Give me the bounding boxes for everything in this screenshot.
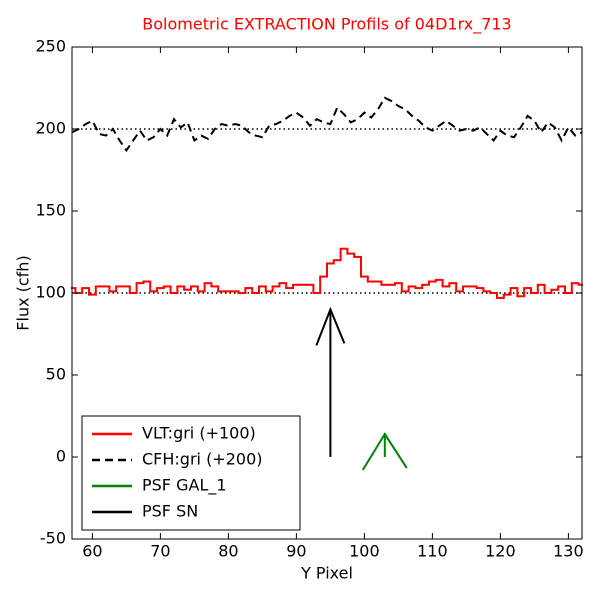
- x-tick-label: 70: [150, 542, 170, 561]
- x-axis-label: Y Pixel: [300, 564, 353, 583]
- x-tick-label: 110: [417, 542, 448, 561]
- y-tick-label: 50: [46, 365, 66, 384]
- y-tick-label: 100: [35, 283, 66, 302]
- y-tick-label: 200: [35, 119, 66, 138]
- arrow-head: [361, 432, 408, 471]
- legend: VLT:gri (+100) CFH:gri (+200) PSF GAL_1 PSF…: [81, 415, 301, 531]
- x-tick-label: 60: [82, 542, 102, 561]
- legend-label: VLT:gri (+100): [142, 424, 256, 443]
- x-tick-label: 80: [218, 542, 238, 561]
- legend-label: PSF SN: [142, 502, 198, 521]
- data-line: [71, 96, 583, 153]
- legend-label: PSF GAL_1: [142, 476, 227, 496]
- y-tick-label: 250: [35, 37, 66, 56]
- legend-label: CFH:gri (+200): [142, 450, 263, 469]
- x-tick-label: 90: [286, 542, 306, 561]
- y-tick-label: 150: [35, 201, 66, 220]
- y-tick-label: -50: [40, 529, 66, 548]
- x-tick-label: 100: [349, 542, 380, 561]
- y-axis-label: Flux (cfh): [14, 255, 33, 330]
- chart-title: Bolometric EXTRACTION Profils of 04D1rx_…: [142, 15, 511, 35]
- x-tick-label: 130: [553, 542, 584, 561]
- y-tick-label: 0: [56, 447, 66, 466]
- arrow-head: [315, 306, 346, 346]
- x-tick-label: 120: [485, 542, 516, 561]
